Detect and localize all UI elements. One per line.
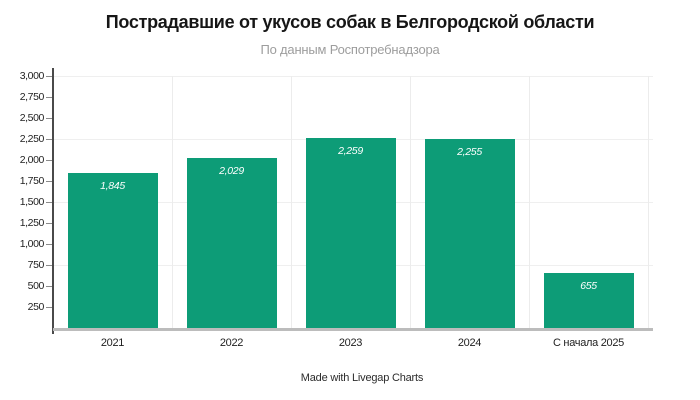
bar-value-label: 655 (580, 279, 597, 292)
gridline-vertical (648, 76, 649, 328)
chart-subtitle: По данным Роспотребнадзора (260, 42, 440, 57)
bar-value-label: 2,029 (219, 164, 244, 177)
y-axis-line (52, 68, 54, 334)
y-axis-tick (46, 160, 53, 161)
x-axis-label: 2021 (100, 337, 125, 349)
chart-title: Пострадавшие от укусов собак в Белгородс… (105, 12, 595, 32)
gridline-vertical (172, 76, 173, 328)
y-axis-tick-label: 750 (27, 259, 45, 271)
y-axis-tick (46, 118, 53, 119)
y-axis-tick (46, 76, 53, 77)
y-axis-tick-label: 1,000 (19, 238, 45, 250)
y-axis-tick (46, 244, 53, 245)
y-axis-tick-label: 2,000 (19, 154, 45, 166)
y-axis-tick (46, 139, 53, 140)
x-axis-label: 2022 (219, 337, 244, 349)
y-axis-tick-label: 2,500 (19, 112, 45, 124)
y-axis-tick (46, 265, 53, 266)
y-axis-tick (46, 97, 53, 98)
y-axis-tick-label: 1,500 (19, 196, 45, 208)
bar-2023 (305, 138, 396, 328)
y-axis-tick-label: 2,250 (19, 133, 45, 145)
y-axis-tick (46, 307, 53, 308)
bar-value-label: 2,255 (457, 145, 482, 158)
bar-value-label: 1,845 (100, 180, 125, 193)
y-axis-tick-label: 2,750 (19, 91, 45, 103)
y-axis-tick (46, 223, 53, 224)
gridline-vertical (291, 76, 292, 328)
x-axis-label: 2024 (457, 337, 482, 349)
gridline-vertical (529, 76, 530, 328)
bar-value-label: 2,259 (338, 145, 363, 158)
watermark-text: Made with Livegap Charts (300, 372, 424, 384)
y-axis-tick (46, 181, 53, 182)
x-axis-label: С начала 2025 (553, 337, 624, 349)
y-axis-tick-label: 1,750 (19, 175, 45, 187)
y-axis-tick-label: 500 (27, 280, 45, 292)
gridline-vertical (410, 76, 411, 328)
x-axis-baseline (53, 328, 653, 331)
y-axis-tick-label: 250 (27, 301, 45, 313)
y-axis-tick-label: 3,000 (19, 70, 45, 82)
y-axis-tick (46, 202, 53, 203)
x-axis-label: 2023 (338, 337, 363, 349)
y-axis-tick-label: 1,250 (19, 217, 45, 229)
gridline-horizontal (53, 76, 653, 77)
bar-2022 (186, 157, 277, 328)
bar-2021 (67, 173, 158, 328)
y-axis-tick (46, 286, 53, 287)
bar-С начала 2025 (543, 272, 634, 328)
bar-2024 (424, 138, 515, 328)
